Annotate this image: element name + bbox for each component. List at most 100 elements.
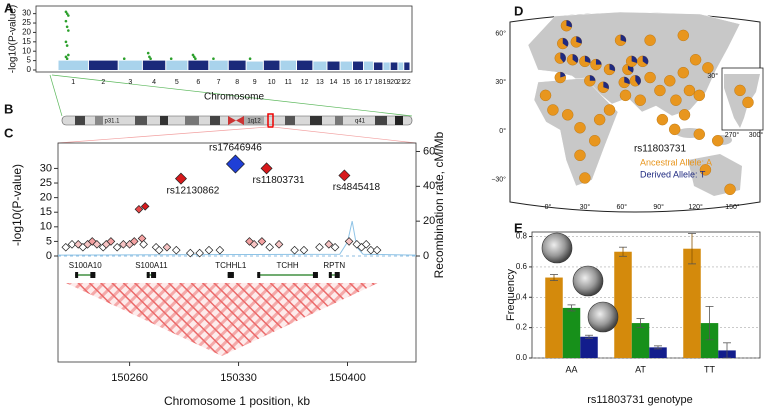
x-tick-label: 12: [301, 79, 309, 86]
pie-ancestral: [683, 84, 696, 97]
hit-point: [65, 25, 69, 29]
zoom-line: [51, 74, 413, 117]
snp-label: rs17646946: [209, 143, 262, 154]
hit-point: [67, 29, 70, 32]
chromosome-signal: [118, 60, 142, 70]
y-tick-label: 0.6: [516, 262, 528, 271]
y2-tick-label: 60: [423, 145, 435, 157]
x-tick-label: 150330: [220, 372, 257, 384]
pie-ancestral: [561, 109, 574, 121]
x-axis-label: Chromosome: [204, 92, 264, 103]
pie-ancestral: [539, 89, 552, 102]
x-tick-label: AT: [635, 364, 646, 374]
gene-exon: [257, 272, 261, 278]
x-tick-label: 15: [342, 79, 350, 86]
x-tick-label: 2: [101, 79, 105, 86]
snp-point: [129, 237, 139, 246]
gene-exon: [151, 272, 157, 278]
hit-point: [149, 57, 152, 61]
snp-point: [204, 245, 214, 255]
hit-point: [194, 57, 197, 61]
x-tick-label: 11: [285, 79, 292, 86]
chromosome-signal: [263, 60, 280, 70]
pie-ancestral: [724, 183, 736, 196]
x-tick-label: 6: [196, 79, 200, 86]
y2-tick-label: 20: [423, 215, 435, 227]
pie-ancestral: [656, 113, 669, 126]
snp-point: [372, 245, 382, 255]
bar: [580, 336, 598, 358]
y-tick-label: 5: [46, 235, 52, 247]
band-label: q41: [355, 119, 366, 125]
snp-label: rs11803731: [253, 175, 306, 186]
snp-point: [215, 245, 225, 255]
x-tick-label: 8: [235, 79, 239, 86]
bar: [562, 307, 581, 358]
gene-exon: [146, 272, 150, 278]
snp-point: [174, 172, 187, 185]
pie-derived: [635, 75, 641, 86]
lon-label: 120°: [688, 203, 703, 211]
y-tick-label: 0.0: [516, 353, 528, 362]
lat-label: 30°: [707, 72, 718, 80]
snp-point: [92, 240, 102, 249]
hit-point: [122, 57, 126, 61]
gene-exon: [90, 272, 96, 278]
snp-point: [274, 240, 284, 249]
y-tick-label: 0.2: [516, 323, 528, 332]
chromosome-signal: [58, 60, 88, 70]
snp-point: [257, 237, 267, 246]
snp-point: [315, 242, 324, 252]
pie-ancestral: [574, 122, 586, 134]
zoom-line: [272, 126, 417, 144]
x-tick-label: 9: [253, 79, 257, 86]
snp-point: [112, 242, 122, 252]
y-tick-label: 30: [40, 162, 52, 174]
map-title: rs11803731: [634, 144, 687, 155]
hit-point: [67, 14, 70, 17]
gene-label: TCHHL1: [215, 261, 247, 270]
chromosome-signal: [188, 60, 209, 70]
pie-ancestral: [547, 104, 559, 116]
snp-label: rs12130862: [167, 185, 220, 196]
lat-label: 60°: [495, 30, 506, 38]
pie-ancestral: [693, 89, 705, 102]
pie-ancestral: [603, 104, 616, 116]
bar: [545, 277, 563, 358]
lon-label: 30°: [580, 203, 591, 211]
gene-label: S100A11: [135, 261, 168, 270]
y-tick-label: 20: [22, 28, 31, 37]
chromosome-signal: [353, 61, 364, 70]
chromosome-signal: [228, 60, 246, 70]
x-tick-label: 10: [268, 79, 276, 86]
plot-frame: [35, 5, 413, 73]
panel-label: E: [514, 220, 523, 235]
x-tick-label: 20: [390, 79, 398, 86]
snp-point: [186, 248, 195, 258]
y-tick-label: 30: [22, 9, 31, 18]
chromosome-signal: [209, 60, 228, 70]
snp-point: [154, 245, 164, 255]
x-tick-label: 150400: [329, 372, 366, 384]
gene-label: TCHH: [276, 261, 298, 270]
lon-label: 150°: [725, 203, 740, 211]
chromosome-signal: [88, 60, 118, 70]
hit-point: [65, 44, 69, 47]
pie-derived: [609, 63, 615, 72]
x-tick-label: 18: [374, 79, 382, 86]
lon-label: 270°: [725, 131, 740, 139]
x-tick-label: 3: [128, 79, 132, 86]
pie-derived: [595, 59, 602, 65]
chromosome-signal: [364, 61, 373, 70]
snp-point: [330, 242, 340, 252]
y-tick-label: 25: [22, 18, 31, 27]
snp-point: [134, 205, 144, 214]
x-tick-label: 16: [354, 79, 362, 86]
chromosome-signal: [296, 60, 313, 70]
hit-point: [148, 55, 151, 59]
x-tick-label: 150260: [111, 372, 148, 384]
pie-ancestral: [579, 172, 591, 184]
hit-point: [65, 12, 69, 15]
pie-ancestral: [712, 135, 724, 147]
recombination-line: [57, 221, 417, 256]
